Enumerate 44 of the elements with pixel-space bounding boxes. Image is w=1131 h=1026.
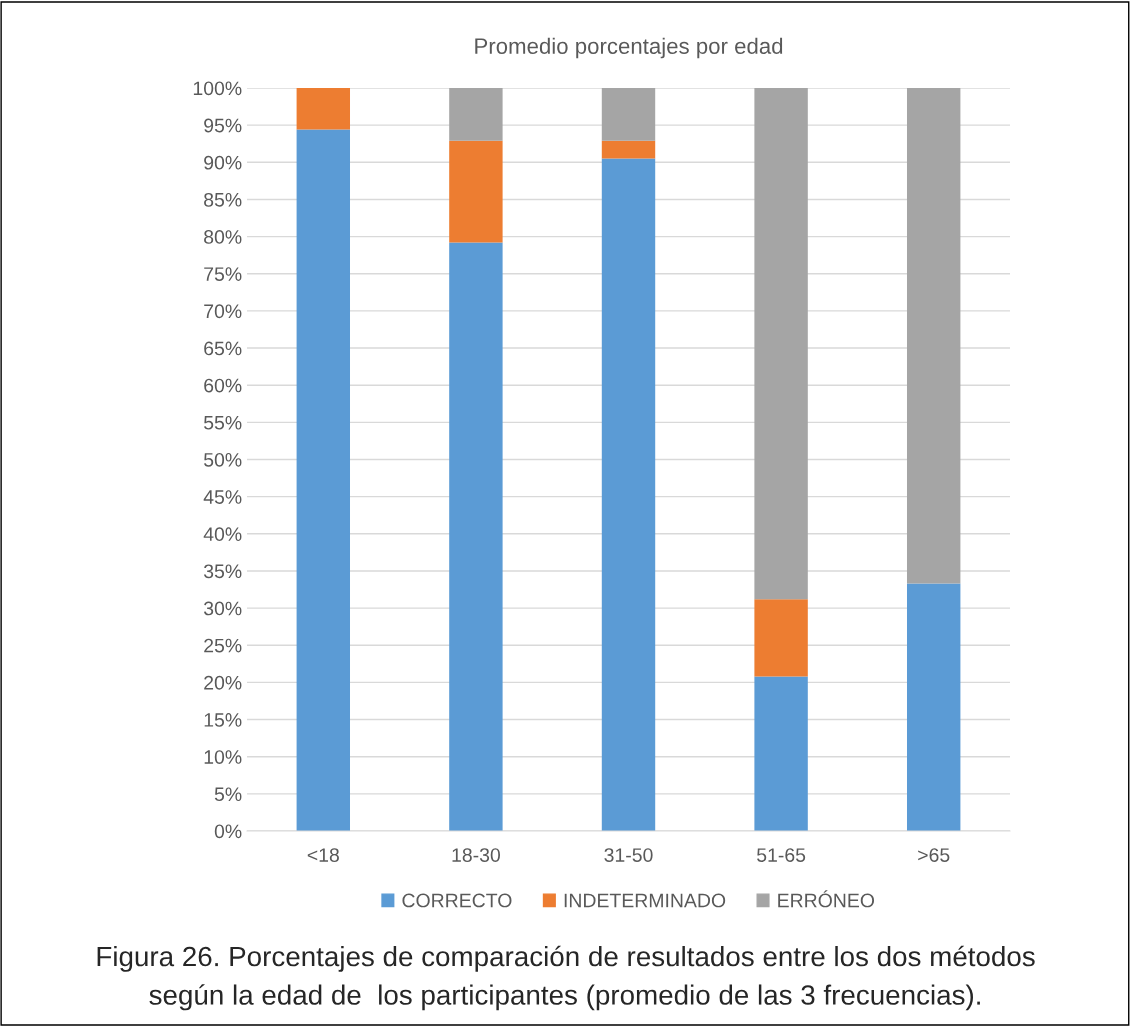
bar (449, 242, 503, 831)
y-tick-label: 100% (193, 81, 242, 96)
y-tick-label: 65% (204, 341, 242, 356)
y-tick-label: 20% (204, 675, 242, 690)
bar (754, 676, 808, 831)
y-tick-label: 10% (204, 750, 242, 764)
text: Figura 26. Porcentajes de comparación de resultados entre los dos métodos según la edad de los participantes (promedio de las 3 frecuencias). (97, 945, 1035, 1011)
y-tick-label: 15% (204, 713, 242, 727)
x-tick-label: 31-50 (604, 848, 653, 862)
y-tick-label: 75% (204, 267, 242, 281)
legend-label: INDETERMINADO (564, 893, 726, 908)
legend-label: ERRÓNEO (778, 890, 875, 908)
chart-title: Promedio porcentajes por edad (475, 37, 783, 59)
y-tick-label: 40% (203, 527, 242, 542)
bar (296, 129, 350, 831)
y-tick-label: 45% (203, 490, 242, 504)
x-tick-label: <18 (307, 848, 339, 862)
x-tick-label: 18-30 (452, 848, 501, 862)
y-tick-label: 90% (204, 155, 242, 170)
y-tick-label: 5% (214, 787, 242, 802)
bar (906, 583, 961, 831)
bar (601, 88, 656, 141)
y-tick-label: 60% (204, 378, 242, 393)
y-tick-label: 95% (204, 118, 242, 133)
legend-label: CORRECTO (402, 893, 512, 908)
x-tick-label: >65 (918, 848, 950, 862)
y-tick-label: 85% (204, 192, 242, 207)
bar (449, 88, 503, 141)
x-tick-label: 51-65 (757, 848, 806, 862)
bar (296, 88, 350, 130)
bar (906, 88, 961, 584)
y-tick-label: 80% (204, 230, 242, 244)
bar (449, 140, 503, 243)
y-tick-label: 30% (203, 601, 242, 616)
y-tick-label: 55% (204, 415, 242, 430)
bar (754, 88, 808, 600)
y-tick-label: 70% (204, 304, 242, 319)
y-tick-label: 50% (204, 452, 242, 467)
bar (754, 599, 808, 677)
bar (601, 158, 656, 831)
y-tick-label: 35% (203, 564, 242, 579)
bar (601, 140, 656, 159)
y-tick-label: 25% (204, 638, 242, 653)
y-tick-label: 0% (214, 824, 242, 839)
